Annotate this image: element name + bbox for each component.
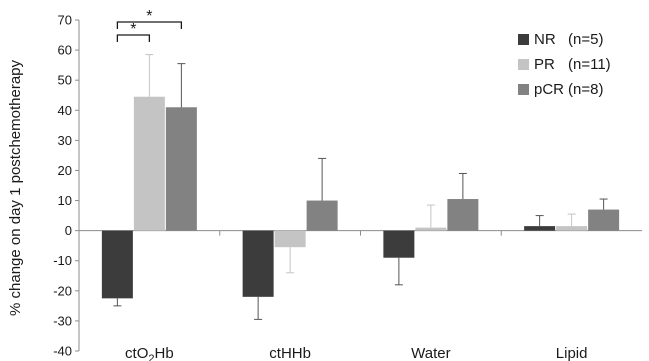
x-tick-label: Water <box>411 345 450 361</box>
x-tick-label: ctO2Hb <box>125 345 174 361</box>
legend-label: PR <box>534 56 555 73</box>
legend-swatch-nr <box>518 34 529 45</box>
bar-pcr <box>447 199 479 231</box>
y-tick-label: -20 <box>53 283 72 298</box>
legend-swatch-pr <box>518 59 529 70</box>
legend-swatch-pcr <box>518 84 529 95</box>
legend-count: (n=11) <box>568 56 611 73</box>
legend: NR (n=5) PR (n=11)pCR (n=8) <box>518 31 611 98</box>
bar-pcr <box>588 209 620 231</box>
legend-count: (n=5) <box>568 31 603 48</box>
bar-pr <box>274 230 306 248</box>
bar-nr <box>383 230 415 258</box>
y-axis-label: % change on day 1 postchemotherapy <box>7 60 24 317</box>
y-tick-label: 30 <box>58 133 72 148</box>
bar-pcr <box>165 107 197 231</box>
y-tick-label: 10 <box>58 193 72 208</box>
bars <box>101 96 620 299</box>
y-tick-label: 50 <box>58 73 72 88</box>
y-tick-label: -30 <box>53 313 72 328</box>
legend-label: pCR <box>534 81 564 98</box>
axes: -40 -30 -20 -10 0 10 20 30 40 50 60 70 <box>53 13 642 359</box>
legend-label: NR <box>534 31 556 48</box>
y-tick-label: -10 <box>53 253 72 268</box>
error-bars <box>113 54 608 320</box>
x-tick-label: Lipid <box>556 345 588 361</box>
bar-pcr <box>306 200 338 231</box>
x-tick-label: ctHHb <box>269 345 311 361</box>
y-axis-label-group: % change on day 1 postchemotherapy <box>7 60 24 317</box>
y-tick-label: 40 <box>58 103 72 118</box>
bar-nr <box>101 230 133 299</box>
legend-count: (n=8) <box>568 81 603 98</box>
significance-label: * <box>130 21 136 38</box>
bar-pr <box>556 226 588 231</box>
significance-bracket <box>116 21 183 29</box>
x-axis-labels: ctO2Hb ctHHb Water Lipid <box>125 345 587 361</box>
bar-nr <box>524 226 556 231</box>
bar-pr <box>133 96 165 231</box>
significance-brackets: ** <box>116 8 183 42</box>
significance-bracket <box>116 34 151 42</box>
y-tick-label: 0 <box>65 223 72 238</box>
y-tick-label: 70 <box>58 13 72 28</box>
y-tick-label: 60 <box>58 43 72 58</box>
significance-label: * <box>146 8 152 25</box>
bar-nr <box>242 230 274 297</box>
y-tick-label: 20 <box>58 163 72 178</box>
bar-pr <box>415 227 447 231</box>
y-tick-label: -40 <box>53 344 72 359</box>
